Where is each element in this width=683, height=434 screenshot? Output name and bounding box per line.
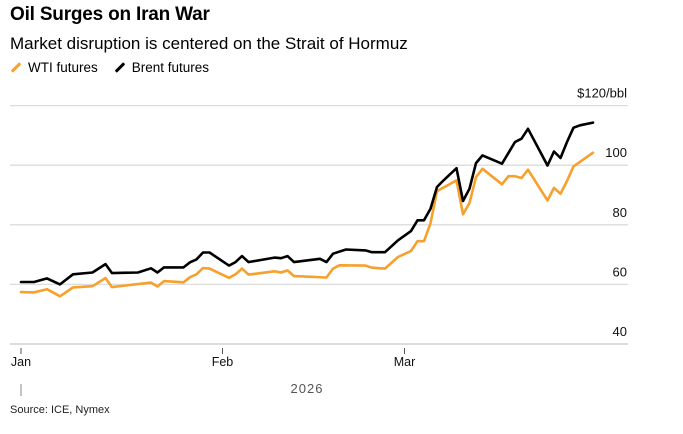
x-axis-year-label: 2026 <box>291 381 324 396</box>
legend-label-brent: Brent futures <box>131 60 210 75</box>
legend-label-wti: WTI futures <box>28 60 98 75</box>
legend: WTI futures Brent futures <box>10 60 209 75</box>
series-line-brent <box>19 121 595 286</box>
source-note: Source: ICE, Nymex <box>10 404 110 416</box>
chart-subtitle: Market disruption is centered on the Str… <box>10 34 408 53</box>
x-tick-label-mar: Mar <box>394 355 416 369</box>
x-tick-label-feb: Feb <box>212 355 234 369</box>
y-tick-label-100: 100 <box>605 145 627 160</box>
y-tick-label-80: 80 <box>613 205 627 220</box>
legend-item-brent: Brent futures <box>114 60 209 75</box>
chart-title: Oil Surges on Iran War <box>10 4 210 25</box>
series-line-wti <box>19 151 595 298</box>
x-tick-label-jan: Jan <box>11 355 31 369</box>
legend-item-wti: WTI futures <box>10 60 98 75</box>
y-tick-label-120: $120/bbl <box>577 86 627 101</box>
y-tick-label-60: 60 <box>613 264 627 279</box>
y-tick-label-40: 40 <box>613 324 627 339</box>
